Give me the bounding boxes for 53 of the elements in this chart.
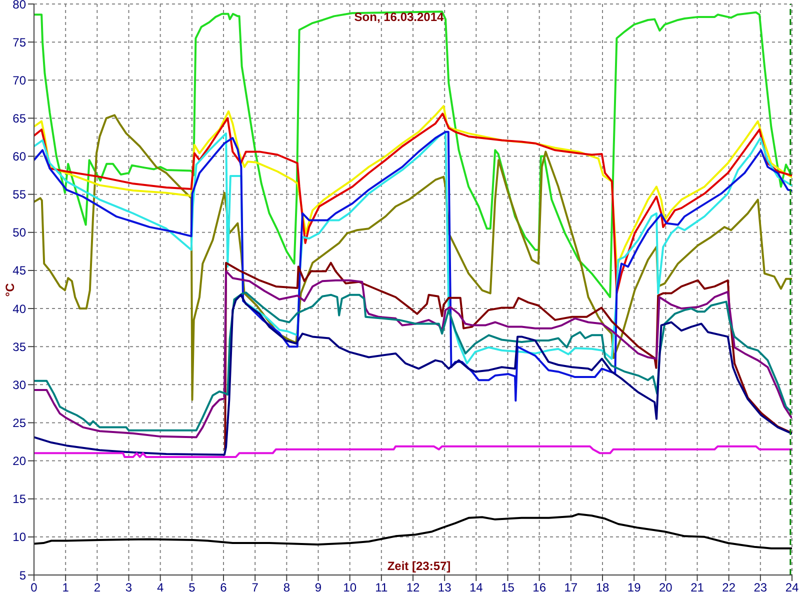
y-tick-label: 45 [12, 264, 26, 278]
x-tick-label: 4 [156, 580, 164, 595]
line-series [224, 262, 792, 450]
x-tick-label: 20 [658, 580, 673, 595]
x-tick-label: 3 [125, 580, 132, 595]
line-series [34, 112, 792, 294]
x-tick-label: 5 [188, 580, 196, 595]
line-series [34, 445, 792, 458]
y-tick-label: 70 [12, 73, 26, 88]
x-tick-label: 17 [564, 580, 578, 595]
y-tick-label: 40 [12, 302, 26, 316]
y-tick-label: 65 [12, 111, 26, 126]
y-tick-label: 15 [12, 492, 26, 506]
x-tick-label: 14 [469, 580, 484, 595]
line-series [34, 292, 792, 432]
line-series [34, 10, 792, 298]
x-tick-label: 24 [785, 580, 799, 595]
x-tick-label: 12 [406, 580, 420, 595]
x-tick-label: 7 [252, 580, 259, 595]
line-series [34, 294, 792, 456]
x-tick-label: 18 [596, 580, 610, 595]
x-tick-label: 9 [314, 580, 322, 595]
y-tick-label: 80 [12, 0, 26, 12]
y-axis-title: °C [3, 283, 17, 297]
line-series [34, 105, 792, 268]
x-tick-label: 11 [375, 580, 388, 595]
x-tick-label: 15 [501, 580, 515, 595]
y-tick-label: 60 [12, 150, 26, 164]
y-tick-label: 55 [12, 188, 26, 202]
x-tick-label: 0 [30, 580, 38, 595]
x-tick-label: 13 [438, 580, 452, 595]
y-tick-label: 30 [12, 378, 26, 392]
x-tick-label: 6 [220, 580, 228, 595]
x-tick-label: 1 [62, 580, 70, 595]
y-tick-label: 75 [12, 35, 26, 50]
x-tick-label: 23 [754, 580, 768, 595]
x-tick-label: 8 [283, 580, 290, 595]
y-tick-label: 10 [12, 530, 26, 544]
x-tick-label: 2 [94, 580, 101, 595]
y-tick-label: 25 [12, 416, 26, 430]
text: Son, 16.03.2014 [354, 10, 444, 24]
line-series [34, 513, 792, 550]
y-tick-label: 20 [12, 454, 26, 468]
x-tick-label: 10 [343, 580, 357, 595]
x-axis-title: Zeit [23:57] [387, 559, 451, 573]
x-tick-label: 21 [690, 580, 704, 595]
y-tick-label: 50 [12, 226, 26, 240]
y-tick-label: 5 [19, 568, 26, 582]
x-tick-label: 16 [532, 580, 546, 595]
x-tick-label: 19 [627, 580, 642, 595]
x-tick-label: 22 [722, 580, 736, 595]
y-tick-label: 35 [12, 340, 26, 354]
line-series [34, 270, 792, 438]
